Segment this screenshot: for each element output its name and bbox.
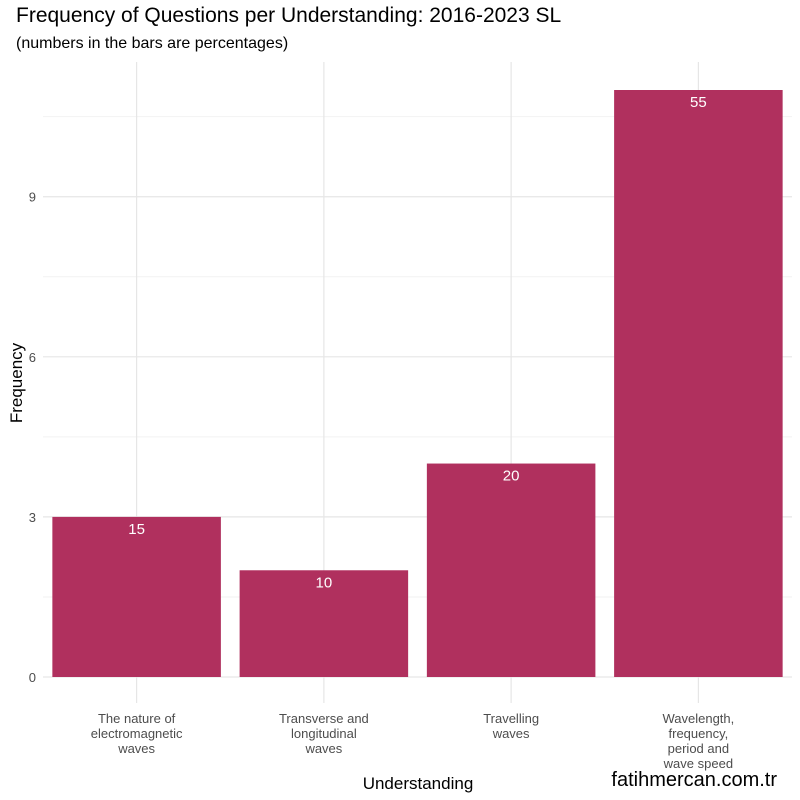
- y-tick-label: 6: [29, 350, 36, 365]
- bar: [52, 516, 221, 677]
- x-tick-label: Travelling waves: [483, 711, 539, 741]
- y-tick-label: 0: [29, 670, 36, 685]
- chart-title: Frequency of Questions per Understanding…: [16, 4, 562, 27]
- y-axis-title: Frequency: [7, 342, 26, 423]
- y-tick-label: 3: [29, 510, 36, 525]
- x-tick-label: The nature of electromagnetic waves: [91, 711, 183, 756]
- bar-label: 10: [316, 574, 333, 591]
- chart-subtitle: (numbers in the bars are percentages): [16, 35, 289, 52]
- x-axis-title: Understanding: [363, 774, 474, 793]
- bar: [239, 570, 409, 677]
- x-tick-label: Wavelength, frequency, period and wave spee…: [662, 711, 734, 771]
- bar: [426, 463, 596, 677]
- bar: [614, 90, 783, 677]
- watermark: fatihmercan.com.tr: [611, 769, 777, 791]
- x-tick-label: Transverse and longitudinal waves: [279, 711, 369, 756]
- bar-label: 15: [128, 521, 145, 538]
- bar-label: 20: [503, 468, 520, 485]
- y-tick-label: 9: [29, 190, 36, 205]
- bar-label: 55: [690, 94, 707, 111]
